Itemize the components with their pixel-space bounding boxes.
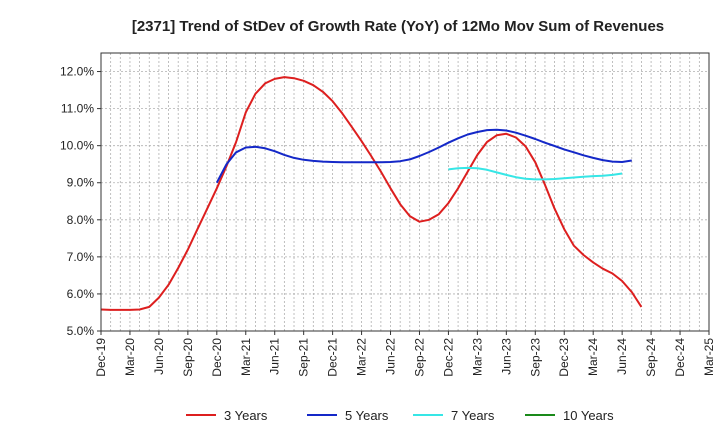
series-line-3-years	[100, 76, 643, 311]
x-tick-label: Sep-20	[181, 338, 195, 377]
chart-title: [2371] Trend of StDev of Growth Rate (Yo…	[132, 18, 664, 35]
x-tick-label: Jun-23	[499, 338, 513, 375]
x-tick-label: Mar-22	[355, 338, 369, 376]
y-tick-label: 7.0%	[67, 250, 95, 264]
series-layer	[100, 76, 643, 311]
axis-layer: 5.0% 6.0% 7.0% 8.0% 9.0% 10.0% 11.0% 12.0% Dec-1…	[60, 65, 716, 377]
y-tick-label: 10.0%	[60, 139, 94, 153]
x-tick-label: Dec-22	[441, 338, 455, 377]
x-tick-label: Mar-20	[123, 338, 137, 376]
y-tick-label: 9.0%	[67, 176, 95, 190]
y-tick-label: 6.0%	[67, 287, 95, 301]
x-tick-label: Mar-21	[239, 338, 253, 376]
x-tick-label: Dec-23	[557, 338, 571, 377]
x-tick-label: Dec-20	[210, 338, 224, 377]
x-tick-label: Sep-23	[528, 338, 542, 377]
legend-label: 5 Years	[345, 408, 389, 423]
series-line-5-years	[215, 128, 632, 184]
x-tick-label: Dec-19	[94, 338, 108, 377]
y-tick-label: 12.0%	[60, 65, 94, 79]
x-tick-label: Dec-21	[326, 338, 340, 377]
legend-label: 3 Years	[224, 408, 268, 423]
x-tick-label: Jun-20	[152, 338, 166, 375]
x-tick-label: Sep-22	[412, 338, 426, 377]
legend: 3 Years 5 Years 7 Years 10 Years	[186, 408, 614, 423]
x-tick-label: Jun-24	[615, 338, 629, 375]
y-tick-label: 5.0%	[67, 324, 95, 338]
y-tick-label: 11.0%	[61, 102, 94, 116]
x-tick-label: Dec-24	[673, 338, 687, 377]
series-line-7-years	[448, 166, 623, 181]
x-tick-label: Sep-24	[644, 338, 658, 377]
legend-label: 7 Years	[451, 408, 495, 423]
x-tick-label: Sep-21	[297, 338, 311, 377]
x-tick-label: Mar-24	[586, 338, 600, 376]
grid-layer	[100, 53, 710, 332]
legend-label: 10 Years	[563, 408, 614, 423]
x-tick-label: Mar-23	[470, 338, 484, 376]
x-tick-label: Jun-21	[268, 338, 282, 375]
plot-frame	[100, 52, 710, 332]
y-tick-label: 8.0%	[67, 213, 95, 227]
x-tick-label: Mar-25	[702, 338, 716, 376]
x-tick-label: Jun-22	[384, 338, 398, 375]
